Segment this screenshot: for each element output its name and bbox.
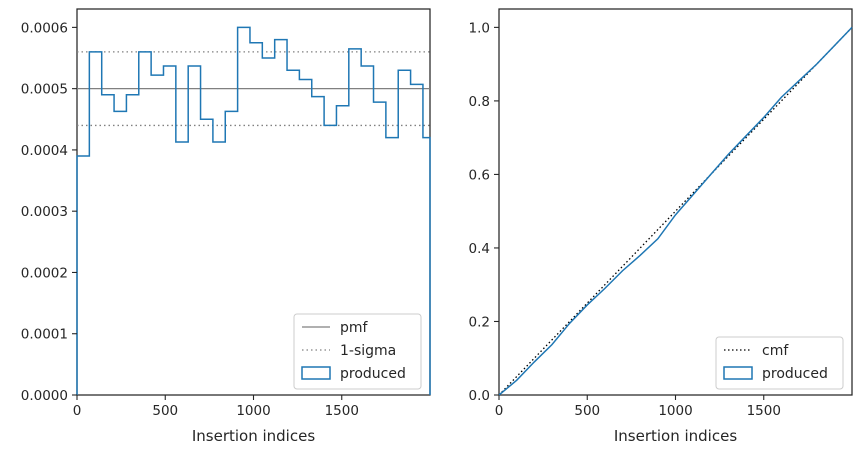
x-tick-label: 0 <box>73 403 82 419</box>
cdf-plot-area <box>498 8 853 396</box>
y-tick-label: 0.6 <box>469 167 490 183</box>
cdf-x-axis-label: Insertion indices <box>614 427 737 445</box>
x-tick-label: 1000 <box>236 403 270 419</box>
y-tick-label: 0.0001 <box>21 327 68 343</box>
histogram-x-axis-label: Insertion indices <box>192 427 315 445</box>
y-tick-label: 1.0 <box>469 20 490 36</box>
y-tick-label: 0.0005 <box>21 82 68 98</box>
x-tick-label: 1500 <box>325 403 359 419</box>
histogram-y-ticks: 0.0000 0.0001 0.0002 0.0003 0.0004 0.0005 0.00… <box>21 20 77 404</box>
cdf-x-ticks: 0 500 1000 1500 <box>495 395 781 419</box>
histogram-x-ticks: 0 500 1000 1500 <box>73 395 359 419</box>
x-tick-label: 1500 <box>747 403 781 419</box>
x-tick-label: 500 <box>152 403 178 419</box>
produced-histogram <box>76 26 431 395</box>
y-tick-label: 0.2 <box>469 314 490 330</box>
legend-produced-label: produced <box>340 366 406 382</box>
y-tick-label: 0.0006 <box>21 20 68 36</box>
x-tick-label: 1000 <box>658 403 692 419</box>
y-tick-label: 0.0003 <box>21 204 68 220</box>
histogram-legend: pmf 1-sigma produced <box>293 313 422 390</box>
legend-cmf-label: cmf <box>762 343 789 359</box>
cdf-panel: 0 500 1000 1500 0.0 0.2 0.4 0.6 0.8 1.0 Insertio… <box>469 8 853 445</box>
y-tick-label: 0.0000 <box>21 388 68 404</box>
y-tick-label: 0.0 <box>469 388 490 404</box>
y-tick-label: 0.0002 <box>21 265 68 281</box>
legend-sigma-label: 1-sigma <box>340 343 396 359</box>
y-tick-label: 0.4 <box>469 241 490 257</box>
legend-pmf-label: pmf <box>340 320 369 336</box>
y-tick-label: 0.0004 <box>21 143 68 159</box>
legend-produced-swatch <box>723 366 753 380</box>
histogram-legend-box <box>293 313 422 390</box>
cmf-line <box>498 26 853 396</box>
cdf-legend-box <box>715 336 844 390</box>
y-tick-label: 0.8 <box>469 94 490 110</box>
cdf-legend: cmf produced <box>715 336 844 390</box>
legend-produced-label: produced <box>762 366 828 382</box>
x-tick-label: 500 <box>574 403 600 419</box>
cdf-y-ticks: 0.0 0.2 0.4 0.6 0.8 1.0 <box>469 20 499 404</box>
legend-produced-swatch <box>301 366 331 380</box>
produced-cdf-line <box>498 26 853 396</box>
histogram-panel: 0 500 1000 1500 0.00000.00010.00020.00030.0… <box>21 8 431 445</box>
sigma-band-lines <box>77 51 430 127</box>
x-tick-label: 0 <box>495 403 504 419</box>
